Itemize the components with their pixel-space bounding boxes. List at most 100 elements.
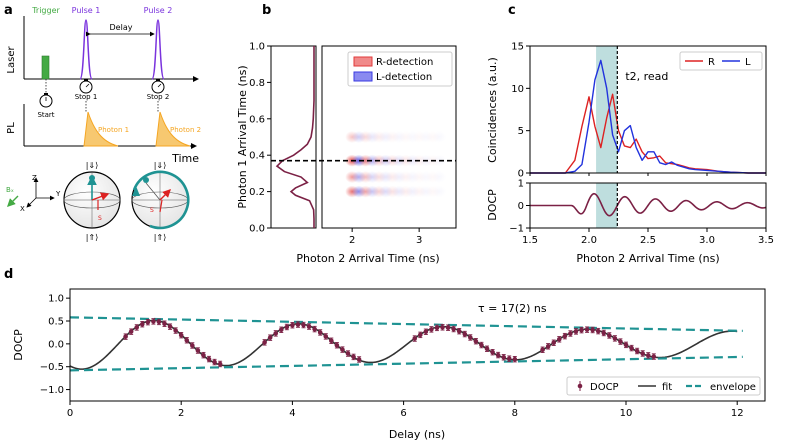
heatmap-cell — [432, 171, 447, 184]
panel-a-schematic: Laser Trigger Pulse 1 Pulse 2 Delay Star… — [6, 6, 201, 242]
data-point — [412, 335, 418, 342]
data-point — [490, 348, 495, 356]
bloch1-spin-label: S — [98, 215, 102, 222]
data-marker — [484, 346, 490, 352]
xtick-label: 4 — [289, 408, 295, 419]
marginal-line — [275, 46, 315, 228]
data-point — [162, 320, 167, 327]
data-point — [551, 339, 557, 346]
y-axis-label-top: Coincidences (a.u.) — [486, 57, 499, 163]
data-point — [479, 341, 484, 349]
data-point — [640, 350, 645, 357]
data-point — [284, 323, 290, 331]
xtick-label: 2 — [178, 408, 184, 419]
data-point — [612, 335, 618, 342]
data-point — [134, 324, 140, 331]
data-point — [545, 343, 551, 350]
data-marker — [162, 321, 167, 327]
legend-box — [566, 376, 761, 396]
data-point — [562, 332, 568, 340]
data-point — [484, 345, 490, 352]
bloch2-spin-label: S — [150, 207, 154, 214]
data-marker — [545, 344, 551, 349]
series-line-R — [530, 93, 766, 174]
legend-box — [347, 51, 453, 87]
xtick-label: 2.0 — [581, 235, 597, 246]
y-axis-label-bottom: DOCP — [486, 189, 499, 221]
time-axis-label: Time — [171, 152, 199, 165]
data-marker — [512, 356, 518, 362]
xtick-label: 3 — [416, 235, 422, 246]
pl-axis-label: PL — [6, 122, 17, 134]
data-point — [645, 352, 651, 359]
data-marker — [167, 324, 173, 329]
marginal-frame — [270, 45, 317, 229]
data-point — [512, 355, 518, 363]
panel-label-b: b — [262, 3, 271, 18]
data-marker — [173, 328, 178, 333]
data-marker — [506, 356, 512, 361]
data-marker — [556, 336, 562, 342]
data-marker — [190, 343, 195, 348]
pulse2-label: Pulse 2 — [144, 6, 173, 15]
data-point — [456, 327, 462, 335]
data-point — [201, 351, 206, 359]
field-arrow-icon — [7, 195, 19, 207]
data-marker — [128, 329, 134, 334]
ytick-label: 1 — [518, 179, 524, 190]
data-marker — [607, 333, 612, 338]
heatmap-frame — [321, 45, 457, 229]
trigger-pulse — [41, 55, 50, 80]
coordinate-axes — [26, 177, 55, 208]
bloch1-bottom-ket: |⇑⟩ — [86, 233, 99, 242]
data-point — [195, 347, 201, 354]
heatmap-cell — [432, 131, 447, 143]
xtick-label: 2 — [349, 235, 355, 246]
data-point — [651, 353, 657, 360]
ytick-label: 0.5 — [48, 317, 64, 328]
legend-label-envelope: envelope — [710, 382, 756, 393]
photon2-emission — [155, 111, 191, 147]
data-marker — [284, 324, 290, 330]
data-marker — [306, 324, 312, 329]
data-point — [623, 341, 629, 349]
data-point — [473, 338, 479, 345]
data-point — [584, 326, 590, 333]
data-point — [167, 323, 173, 330]
data-point — [312, 325, 317, 333]
data-marker — [451, 326, 456, 332]
data-marker — [462, 331, 468, 337]
data-marker — [195, 348, 201, 353]
data-point — [212, 358, 217, 366]
data-point — [468, 334, 473, 341]
data-marker — [334, 342, 340, 348]
data-point — [462, 330, 468, 338]
data-marker — [323, 334, 329, 339]
ytick-label: −0.5 — [40, 362, 64, 373]
stop1-stopwatch-icon — [79, 79, 93, 94]
data-point — [495, 351, 501, 359]
ytick-label: 0 — [518, 169, 524, 180]
data-point — [434, 324, 440, 332]
data-point — [556, 336, 562, 343]
ytick-label: 1.0 — [249, 42, 265, 53]
plot-frame — [69, 288, 766, 402]
data-marker — [123, 334, 128, 339]
data-marker — [445, 325, 451, 330]
data-point — [634, 347, 640, 355]
data-point — [618, 338, 623, 345]
data-point — [323, 333, 329, 340]
data-point — [178, 331, 184, 339]
y-axis-label: DOCP — [12, 329, 25, 361]
data-marker — [134, 325, 140, 330]
data-marker — [184, 337, 190, 343]
data-marker — [501, 354, 506, 360]
data-point — [573, 328, 579, 335]
data-point — [139, 321, 145, 328]
ytick-label: 0.8 — [249, 78, 265, 89]
data-point — [295, 321, 301, 328]
data-point — [445, 324, 451, 331]
data-marker — [340, 347, 345, 352]
data-marker — [623, 342, 629, 348]
